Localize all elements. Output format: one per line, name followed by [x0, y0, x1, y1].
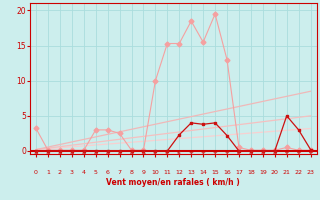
X-axis label: Vent moyen/en rafales ( km/h ): Vent moyen/en rafales ( km/h )	[107, 178, 240, 187]
